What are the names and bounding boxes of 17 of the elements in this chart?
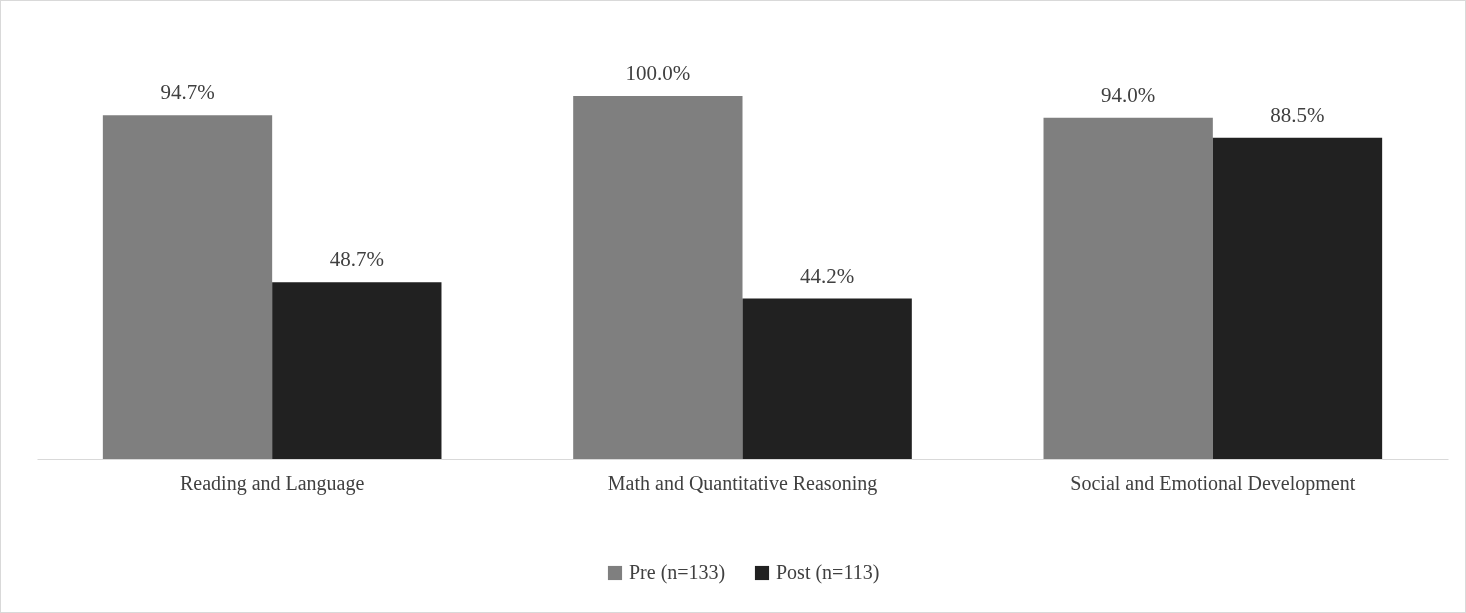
bar [1212, 137, 1383, 459]
bar [1043, 117, 1213, 459]
bar [573, 96, 743, 459]
data-label: 94.7% [160, 80, 215, 105]
x-tick-label: Reading and Language [179, 471, 365, 495]
bar [102, 115, 273, 459]
data-label: 88.5% [1270, 102, 1325, 127]
legend-label: Pre (n=133) [629, 561, 726, 584]
data-label: 44.2% [800, 263, 855, 288]
x-tick-label: Math and Quantitative Reasoning [607, 471, 878, 495]
data-label: 48.7% [329, 247, 384, 272]
data-label: 94.0% [1101, 82, 1156, 107]
bar [742, 298, 912, 459]
data-label: 100.0% [625, 61, 691, 85]
legend-label: Post (n=113) [776, 561, 880, 584]
x-tick-label: Social and Emotional Development [1070, 471, 1356, 495]
bar [272, 282, 442, 459]
